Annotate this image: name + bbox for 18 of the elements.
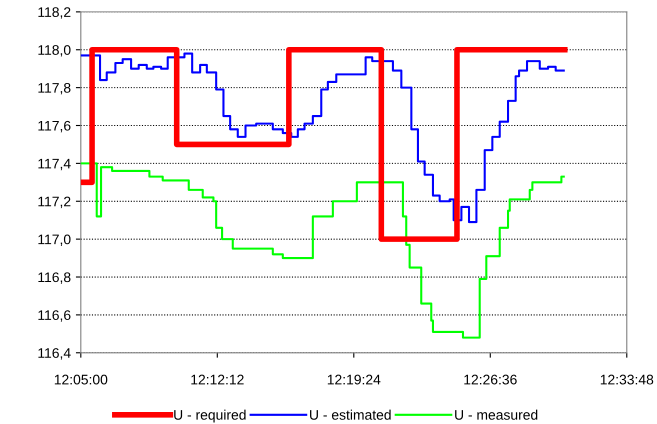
y-tick-label: 118,2 xyxy=(38,7,70,19)
legend-label: U - estimated xyxy=(310,410,391,420)
x-tick-label: 12:33:48 xyxy=(600,374,654,384)
x-tick-label: 12:19:24 xyxy=(328,374,380,384)
y-tick-label: 117,0 xyxy=(38,234,71,246)
y-tick-label: 118,0 xyxy=(38,45,71,57)
x-tick-label: 12:26:36 xyxy=(464,374,517,384)
x-tick-label: 12:05:00 xyxy=(54,374,108,384)
y-tick-label: 117,4 xyxy=(38,158,71,170)
x-tick-label: 12:12:12 xyxy=(191,374,244,384)
y-tick-label: 116,8 xyxy=(38,272,70,284)
legend-label: U - required xyxy=(174,410,246,423)
legend-label: U - measured xyxy=(455,410,538,420)
y-tick-label: 117,8 xyxy=(38,82,70,94)
y-tick-label: 116,4 xyxy=(38,348,71,360)
y-tick-label: 116,6 xyxy=(38,310,70,322)
y-tick-label: 117,2 xyxy=(38,196,70,208)
y-tick-label: 117,6 xyxy=(38,120,70,132)
